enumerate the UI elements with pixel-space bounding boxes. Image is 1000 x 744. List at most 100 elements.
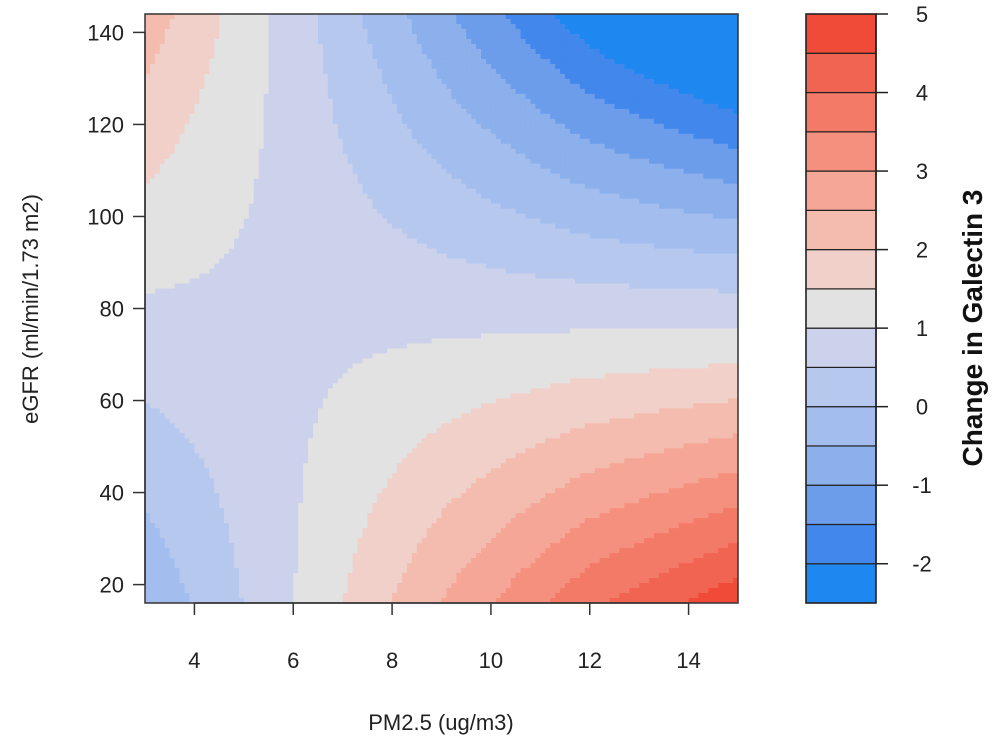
contour-cell xyxy=(476,148,482,155)
contour-cell xyxy=(485,173,492,180)
contour-cell xyxy=(520,63,527,70)
contour-cell xyxy=(728,123,734,130)
contour-cell xyxy=(604,198,611,205)
contour-cell xyxy=(214,73,220,80)
contour-cell xyxy=(683,103,690,110)
contour-cell xyxy=(406,153,413,160)
contour-cell xyxy=(248,73,255,80)
contour-cell xyxy=(555,28,561,35)
contour-cell xyxy=(658,103,665,110)
contour-cell xyxy=(525,213,532,220)
contour-cell xyxy=(431,43,438,50)
contour-cell xyxy=(169,108,176,115)
contour-cell xyxy=(313,73,319,80)
contour-cell xyxy=(238,118,245,125)
contour-cell xyxy=(159,18,166,25)
contour-cell xyxy=(569,158,576,165)
contour-cell xyxy=(446,188,452,195)
contour-cell xyxy=(164,33,171,40)
contour-cell xyxy=(510,14,517,20)
contour-cell xyxy=(723,208,729,215)
contour-cell xyxy=(317,168,324,175)
contour-cell xyxy=(367,153,373,160)
contour-cell xyxy=(293,113,299,120)
contour-cell xyxy=(238,138,245,145)
contour-cell xyxy=(728,53,734,60)
contour-cell xyxy=(495,53,502,60)
contour-cell xyxy=(619,148,625,155)
contour-cell xyxy=(505,33,512,40)
contour-cell xyxy=(293,173,299,180)
contour-cell xyxy=(164,163,171,170)
contour-cell xyxy=(644,53,650,60)
contour-cell xyxy=(594,63,601,70)
contour-cell xyxy=(238,83,245,90)
contour-cell xyxy=(308,93,314,100)
contour-cell xyxy=(332,218,339,225)
contour-cell xyxy=(298,48,304,55)
contour-cell xyxy=(397,38,403,45)
contour-cell xyxy=(733,113,738,120)
contour-cell xyxy=(189,178,196,185)
contour-cell xyxy=(545,153,551,160)
contour-cell xyxy=(184,18,191,25)
contour-cell xyxy=(713,108,719,115)
contour-cell xyxy=(431,78,438,85)
contour-cell xyxy=(639,153,645,160)
contour-cell xyxy=(416,53,423,60)
contour-cell xyxy=(387,58,393,65)
contour-cell xyxy=(728,63,734,70)
contour-cell xyxy=(174,58,181,65)
contour-cell xyxy=(401,103,408,110)
contour-cell xyxy=(392,188,398,195)
contour-cell xyxy=(372,38,378,45)
contour-cell xyxy=(184,208,191,215)
contour-cell xyxy=(421,93,428,100)
contour-cell xyxy=(466,193,472,200)
contour-cell xyxy=(164,168,171,175)
contour-cell xyxy=(392,18,398,25)
contour-cell xyxy=(273,128,280,135)
contour-cell xyxy=(317,143,324,150)
contour-cell xyxy=(233,173,240,180)
contour-cell xyxy=(164,133,171,140)
contour-cell xyxy=(668,73,675,80)
contour-cell xyxy=(174,113,181,120)
contour-cell xyxy=(258,63,265,70)
contour-cell xyxy=(505,198,512,205)
contour-cell xyxy=(535,133,541,140)
contour-cell xyxy=(293,208,299,215)
contour-cell xyxy=(490,158,497,165)
contour-cell xyxy=(456,218,462,225)
contour-cell xyxy=(510,138,517,145)
contour-cell xyxy=(357,43,364,50)
contour-cell xyxy=(426,143,433,150)
contour-cell xyxy=(426,18,433,25)
contour-cell xyxy=(693,83,700,90)
contour-cell xyxy=(159,53,166,60)
contour-cell xyxy=(471,23,477,30)
contour-cell xyxy=(317,53,324,60)
contour-cell xyxy=(229,73,235,80)
contour-cell xyxy=(471,153,477,160)
contour-cell xyxy=(639,133,645,140)
contour-cell xyxy=(688,168,695,175)
contour-cell xyxy=(258,53,265,60)
contour-cell xyxy=(337,208,344,215)
contour-cell xyxy=(649,108,655,115)
contour-cell xyxy=(436,153,443,160)
contour-cell xyxy=(658,93,665,100)
contour-cell xyxy=(624,128,630,135)
contour-cell xyxy=(303,93,309,100)
contour-cell xyxy=(189,173,196,180)
contour-cell xyxy=(441,198,448,205)
contour-cell xyxy=(337,48,344,55)
contour-cell xyxy=(688,113,695,120)
contour-cell xyxy=(678,168,685,175)
contour-cell xyxy=(263,113,270,120)
contour-cell xyxy=(515,38,522,45)
contour-cell xyxy=(431,18,438,25)
contour-cell xyxy=(436,203,443,210)
contour-cell xyxy=(476,18,482,25)
